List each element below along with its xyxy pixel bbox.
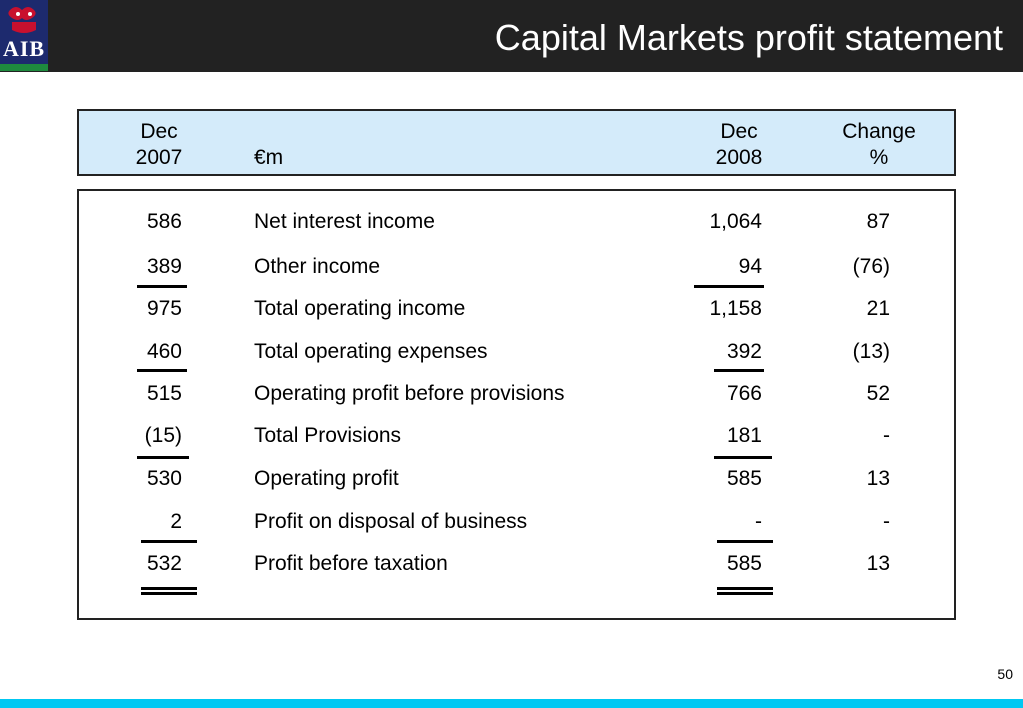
row-label: Total Provisions [254, 424, 402, 447]
crest-icon [2, 2, 46, 36]
value-2008: 1,158 [709, 297, 762, 320]
table-row: 460 Total operating expenses 392 (13) [79, 337, 954, 367]
table-row: 586 Net interest income 1,064 87 [79, 207, 954, 237]
value-2007: 530 [146, 467, 182, 490]
header-2007: Dec 2007 [119, 119, 199, 171]
table-header: Dec 2007 €m Dec 2008 Change % [77, 109, 956, 176]
title-bar: AIB Capital Markets profit statement [0, 0, 1023, 72]
header-change-line1: Change [842, 120, 916, 143]
subtotal-rule [694, 285, 764, 288]
table-row: 975 Total operating income 1,158 21 [79, 294, 954, 324]
value-2008: 181 [726, 424, 762, 447]
subtotal-rule [137, 369, 187, 372]
value-change: (13) [852, 340, 890, 363]
subtotal-rule [714, 369, 764, 372]
row-label: Other income [254, 255, 381, 278]
header-unit: €m [254, 146, 284, 169]
value-2007: 2 [170, 510, 182, 533]
slide-title: Capital Markets profit statement [494, 17, 1003, 58]
value-2008: 1,064 [709, 210, 762, 233]
header-change: Change % [824, 119, 934, 171]
value-2008: 94 [738, 255, 762, 278]
value-2007: 515 [146, 382, 182, 405]
header-2008: Dec 2008 [699, 119, 779, 171]
page-number: 50 [997, 666, 1013, 682]
value-2008: 392 [726, 340, 762, 363]
value-change: 13 [866, 467, 890, 490]
value-2008: 585 [726, 467, 762, 490]
total-double-rule [717, 587, 773, 595]
header-change-line2: % [869, 146, 889, 169]
subtotal-rule [137, 456, 189, 459]
row-label: Total operating expenses [254, 340, 488, 363]
row-label: Operating profit before provisions [254, 382, 565, 405]
value-2007: 586 [146, 210, 182, 233]
subtotal-rule [137, 285, 187, 288]
value-change: - [883, 510, 890, 533]
header-2008-line2: 2008 [715, 146, 763, 169]
value-2008: - [755, 510, 762, 533]
row-label: Operating profit [254, 467, 399, 490]
header-2007-line1: Dec [140, 120, 178, 143]
table-row: 532 Profit before taxation 585 13 [79, 549, 954, 579]
table-row: (15) Total Provisions 181 - [79, 421, 954, 451]
header-2007-line2: 2007 [135, 146, 183, 169]
value-2007: (15) [144, 424, 182, 447]
statement-table: 586 Net interest income 1,064 87 389 Oth… [77, 189, 956, 620]
value-2007: 975 [146, 297, 182, 320]
row-label: Net interest income [254, 210, 435, 233]
header-2008-line1: Dec [720, 120, 758, 143]
subtotal-rule [717, 540, 773, 543]
row-label: Total operating income [254, 297, 466, 320]
logo-text: AIB [2, 36, 46, 61]
value-change: - [883, 424, 890, 447]
table-row: 515 Operating profit before provisions 7… [79, 379, 954, 409]
table-row: 530 Operating profit 585 13 [79, 464, 954, 494]
value-2007: 532 [146, 552, 182, 575]
row-label: Profit before taxation [254, 552, 448, 575]
subtotal-rule [141, 540, 197, 543]
value-change: 87 [866, 210, 890, 233]
value-change: 21 [866, 297, 890, 320]
value-change: 13 [866, 552, 890, 575]
total-double-rule [141, 587, 197, 595]
table-row: 2 Profit on disposal of business - - [79, 507, 954, 537]
value-change: (76) [852, 255, 890, 278]
table-row: 389 Other income 94 (76) [79, 252, 954, 282]
row-label: Profit on disposal of business [254, 510, 528, 533]
value-2008: 766 [726, 382, 762, 405]
logo-stripe [0, 64, 48, 71]
aib-logo: AIB [0, 0, 48, 71]
value-change: 52 [866, 382, 890, 405]
subtotal-rule [714, 456, 772, 459]
bottom-accent-bar [0, 699, 1023, 708]
value-2007: 460 [146, 340, 182, 363]
value-2007: 389 [146, 255, 182, 278]
value-2008: 585 [726, 552, 762, 575]
